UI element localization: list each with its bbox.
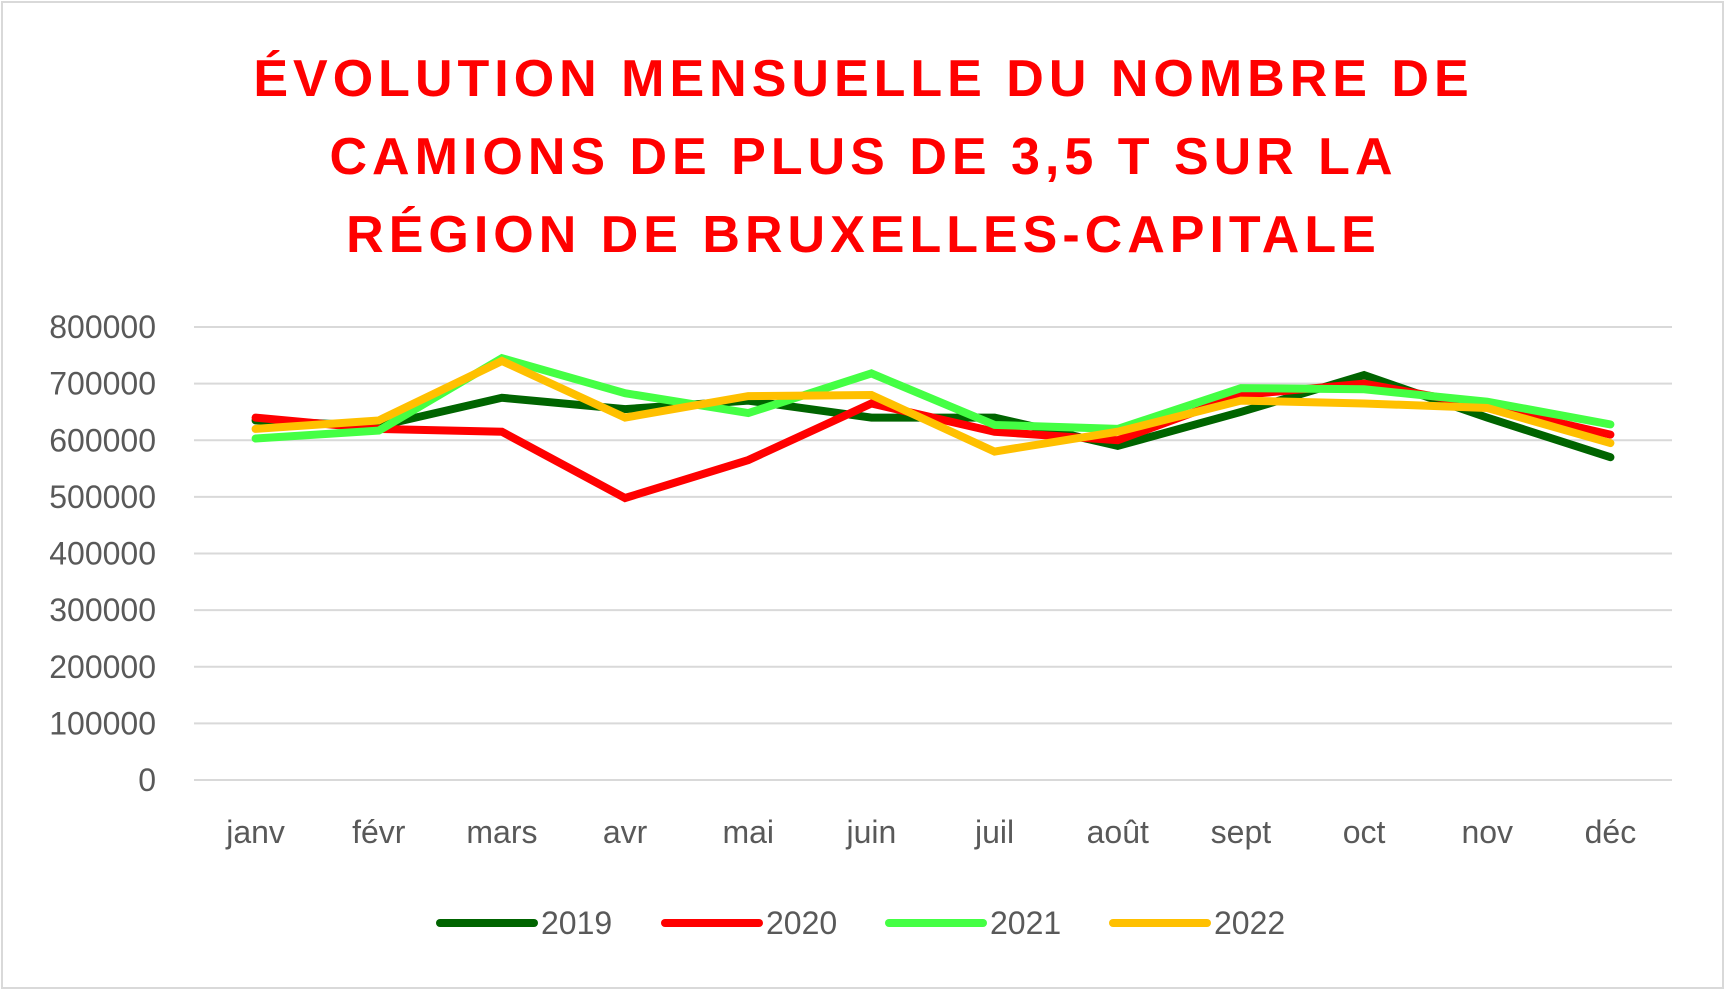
y-tick-label: 100000 (49, 705, 156, 741)
y-tick-label: 0 (138, 762, 156, 798)
chart-title-line: CAMIONS DE PLUS DE 3,5 T SUR LA (329, 128, 1398, 186)
y-tick-label: 600000 (49, 422, 156, 458)
x-tick-label: janv (225, 814, 285, 850)
x-tick-label: févr (352, 814, 406, 850)
x-tick-label: août (1087, 814, 1149, 850)
chart-title-line: ÉVOLUTION MENSUELLE DU NOMBRE DE (253, 50, 1474, 108)
x-tick-label: mai (722, 814, 774, 850)
y-tick-label: 200000 (49, 649, 156, 685)
y-tick-label: 500000 (49, 479, 156, 515)
chart-title: ÉVOLUTION MENSUELLE DU NOMBRE DE CAMIONS… (0, 40, 1727, 274)
x-tick-label: sept (1211, 814, 1272, 850)
x-tick-label: juin (846, 814, 897, 850)
legend-label-2019: 2019 (541, 905, 612, 941)
y-tick-label: 700000 (49, 366, 156, 402)
y-tick-label: 800000 (49, 309, 156, 345)
x-tick-label: oct (1343, 814, 1386, 850)
chart-title-line: RÉGION DE BRUXELLES-CAPITALE (346, 206, 1381, 264)
y-tick-label: 300000 (49, 592, 156, 628)
legend-label-2022: 2022 (1214, 905, 1285, 941)
legend-label-2020: 2020 (766, 905, 837, 941)
legend-label-2021: 2021 (990, 905, 1061, 941)
x-tick-label: déc (1585, 814, 1637, 850)
x-tick-label: juil (974, 814, 1014, 850)
x-tick-label: mars (466, 814, 537, 850)
x-tick-label: avr (603, 814, 648, 850)
series-line-2022 (251, 356, 1615, 456)
x-tick-label: nov (1461, 814, 1513, 850)
y-tick-label: 400000 (49, 536, 156, 572)
